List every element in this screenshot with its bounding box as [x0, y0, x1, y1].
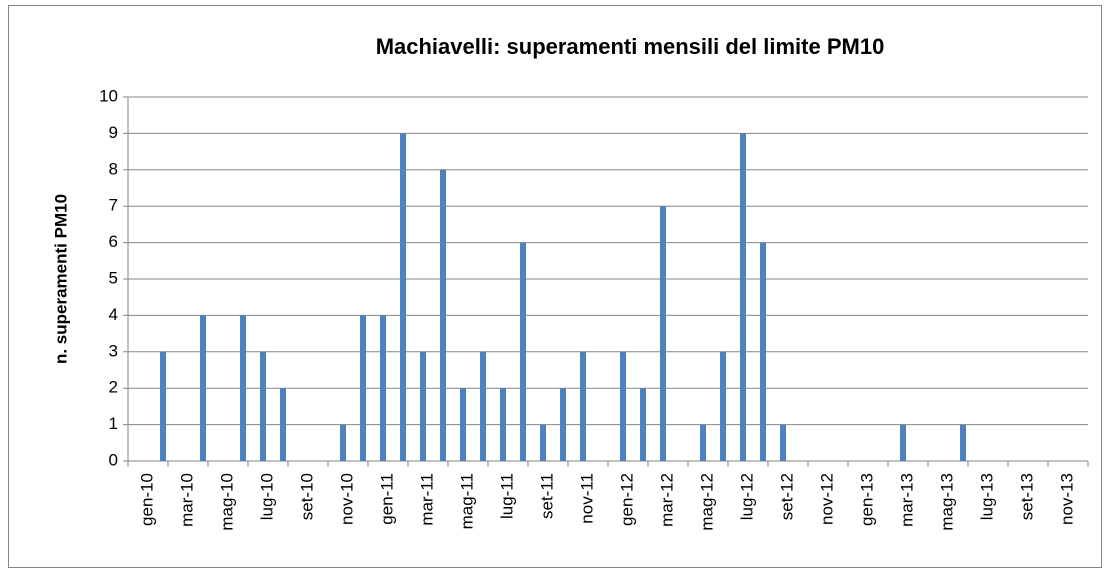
bar: [720, 351, 726, 461]
bar: [760, 242, 766, 461]
x-tick-label: nov-12: [817, 473, 836, 525]
x-tick-label: mar-12: [657, 473, 676, 527]
bar: [640, 388, 646, 461]
x-tick-label: mar-11: [417, 473, 436, 526]
y-tick-label: 10: [99, 86, 118, 105]
bar: [480, 351, 486, 461]
bar: [900, 424, 906, 461]
bar: [240, 315, 246, 461]
y-tick-label: 5: [109, 268, 118, 287]
bar: [540, 424, 546, 461]
x-tick-label: set-11: [537, 473, 556, 519]
x-tick-label: nov-13: [1057, 473, 1076, 525]
x-tick-label: mag-13: [937, 473, 956, 531]
y-tick-label: 7: [109, 196, 118, 215]
bar: [360, 315, 366, 461]
x-tick-label: set-13: [1017, 473, 1036, 520]
y-tick-label: 6: [109, 232, 118, 251]
x-tick-label: gen-10: [137, 473, 156, 526]
x-tick-label: mag-12: [697, 473, 716, 531]
chart-title: Machiavelli: superamenti mensili del lim…: [376, 34, 885, 59]
bar: [660, 206, 666, 461]
bar: [700, 424, 706, 461]
x-tick-label: lug-12: [737, 473, 756, 520]
bar: [280, 388, 286, 461]
bar: [160, 351, 166, 461]
y-tick-label: 4: [109, 305, 118, 324]
y-tick-label: 9: [109, 123, 118, 142]
bar: [340, 424, 346, 461]
x-tick-label: mar-10: [177, 473, 196, 527]
x-tick-label: nov-11: [577, 473, 596, 524]
x-tick-label: set-12: [777, 473, 796, 520]
y-tick-label: 8: [109, 159, 118, 178]
x-tick-label: lug-11: [497, 473, 516, 519]
x-tick-label: mag-10: [217, 473, 236, 531]
y-tick-label: 3: [109, 341, 118, 360]
bar: [520, 242, 526, 461]
x-tick-label: mar-13: [897, 473, 916, 527]
y-tick-label: 1: [109, 414, 118, 433]
bar: [500, 388, 506, 461]
y-tick-label: 0: [109, 450, 118, 469]
bar: [960, 424, 966, 461]
x-tick-label: gen-13: [857, 473, 876, 526]
bar: [460, 388, 466, 461]
y-axis-title: n. superamenti PM10: [51, 194, 70, 364]
x-tick-label: mag-11: [457, 473, 476, 529]
bar: [620, 351, 626, 461]
x-tick-label: set-10: [297, 473, 316, 520]
chart-border: [8, 5, 1102, 568]
bar: [580, 351, 586, 461]
x-tick-label: lug-10: [257, 473, 276, 520]
bar: [740, 133, 746, 461]
x-tick-label: nov-10: [337, 473, 356, 525]
y-tick-label: 2: [109, 378, 118, 397]
bar: [200, 315, 206, 461]
bar: [560, 388, 566, 461]
bar: [260, 351, 266, 461]
bar: [780, 424, 786, 461]
x-tick-label: lug-13: [977, 473, 996, 520]
bar: [420, 351, 426, 461]
bar: [440, 169, 446, 462]
x-tick-label: gen-12: [617, 473, 636, 526]
bar: [380, 315, 386, 461]
bar: [400, 133, 406, 461]
x-tick-label: gen-11: [377, 473, 396, 525]
